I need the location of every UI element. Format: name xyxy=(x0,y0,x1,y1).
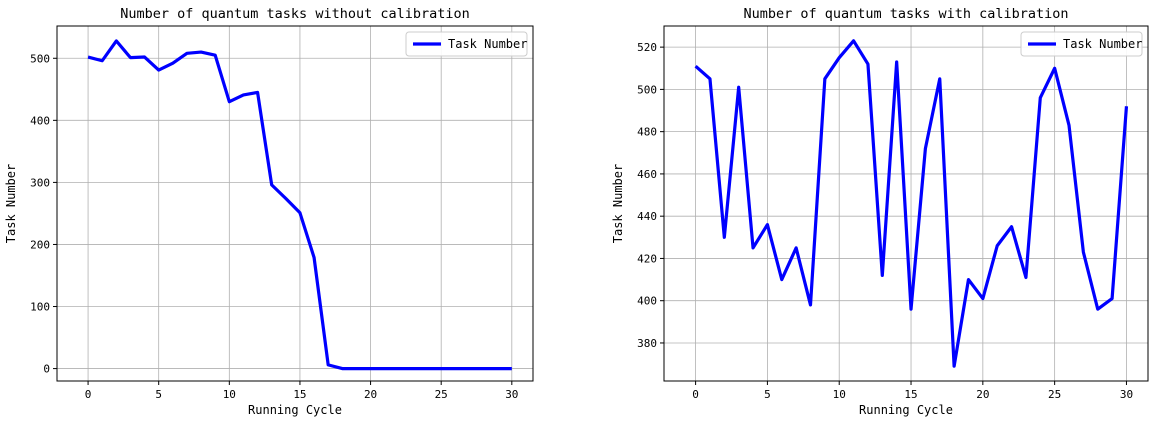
x-tick-label: 25 xyxy=(1048,388,1061,401)
y-tick-label: 500 xyxy=(30,52,50,65)
y-tick-label: 460 xyxy=(637,168,657,181)
legend-box xyxy=(405,31,528,57)
x-tick-label: 15 xyxy=(293,388,306,401)
legend: Task Number xyxy=(1020,31,1143,57)
chart-title: Number of quantum tasks with calibration xyxy=(743,6,1068,22)
x-tick-label: 5 xyxy=(764,388,771,401)
legend-box xyxy=(1020,31,1143,57)
y-tick-label: 440 xyxy=(637,210,657,223)
x-tick-label: 10 xyxy=(833,388,846,401)
y-tick-label: 480 xyxy=(637,126,657,139)
x-tick-label: 20 xyxy=(976,388,989,401)
x-axis-label: Running Cycle xyxy=(248,403,342,417)
x-tick-label: 20 xyxy=(364,388,377,401)
axes-frame xyxy=(56,25,534,382)
legend-label: Task Number xyxy=(1063,37,1142,51)
y-tick-label: 520 xyxy=(637,41,657,54)
y-tick-label: 300 xyxy=(30,176,50,189)
x-tick-label: 0 xyxy=(85,388,92,401)
x-tick-label: 25 xyxy=(435,388,448,401)
x-axis-label: Running Cycle xyxy=(859,403,953,417)
y-tick-label: 0 xyxy=(43,363,50,376)
y-tick-label: 100 xyxy=(30,301,50,314)
y-tick-label: 380 xyxy=(637,337,657,350)
series-line-1 xyxy=(87,39,512,371)
y-axis-label: Task Number xyxy=(4,164,18,243)
x-tick-label: 30 xyxy=(505,388,518,401)
x-tick-label: 10 xyxy=(223,388,236,401)
legend: Task Number xyxy=(405,31,528,57)
y-tick-label: 420 xyxy=(637,252,657,265)
series-line-1 xyxy=(694,39,1129,368)
y-axis-label: Task Number xyxy=(611,164,625,243)
y-tick-label: 200 xyxy=(30,238,50,251)
chart-title: Number of quantum tasks without calibrat… xyxy=(120,6,470,22)
x-tick-label: 30 xyxy=(1120,388,1133,401)
axes-frame xyxy=(663,25,1149,382)
x-tick-label: 0 xyxy=(692,388,699,401)
x-tick-label: 15 xyxy=(904,388,917,401)
y-tick-label: 400 xyxy=(30,114,50,127)
y-tick-label: 500 xyxy=(637,83,657,96)
x-tick-label: 5 xyxy=(155,388,162,401)
y-tick-label: 400 xyxy=(637,295,657,308)
legend-label: Task Number xyxy=(448,37,527,51)
chart-with-calibration: 0 5 10 15 20 25 30 380 400 420 440 460 480 500 520 Numb… xyxy=(611,6,1149,417)
